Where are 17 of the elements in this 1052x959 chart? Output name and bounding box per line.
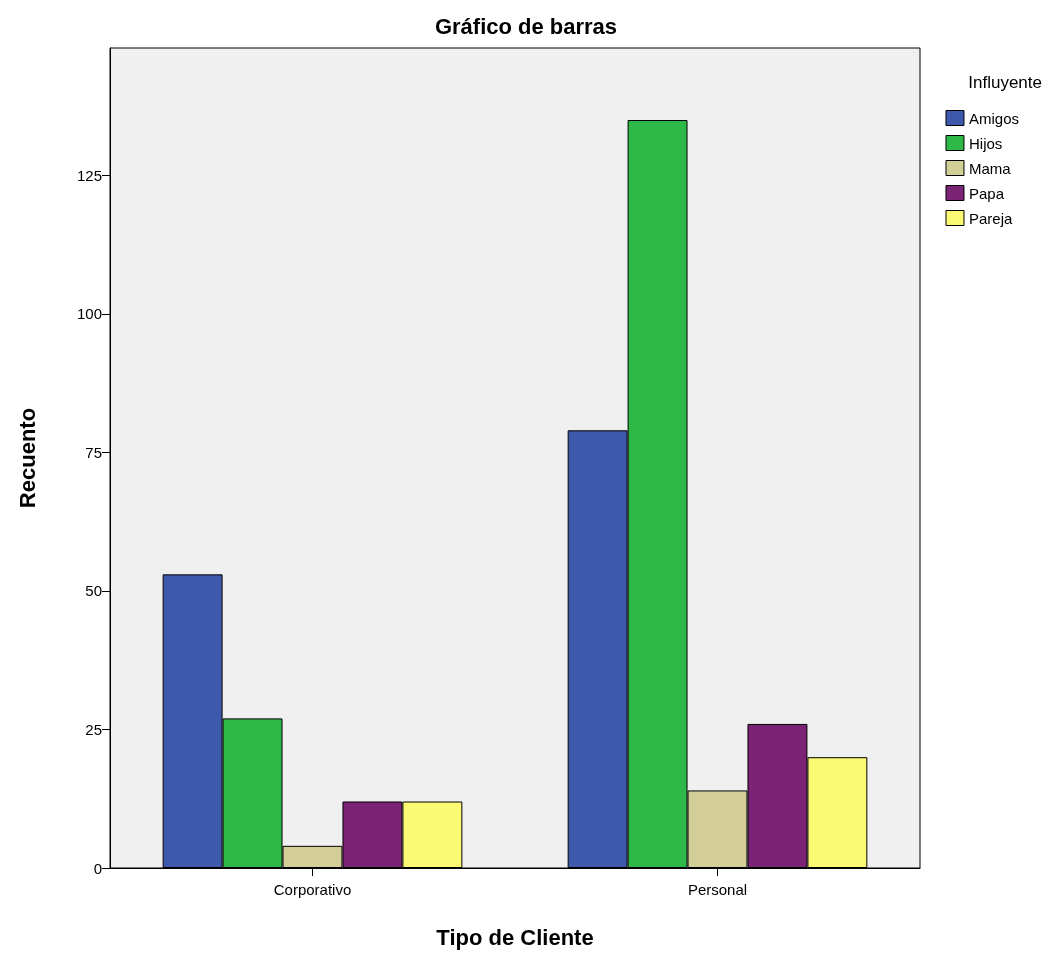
y-tick-label: 50	[85, 582, 102, 600]
legend-title: Influyente	[968, 73, 1043, 92]
y-tick-label: 100	[76, 305, 102, 323]
x-tick-label: Personal	[687, 881, 748, 898]
y-tick-label: 25	[85, 720, 102, 738]
x-tick-label: Corporativo	[273, 881, 352, 898]
chart-title: Gráfico de barras	[434, 13, 618, 39]
legend-label: Pareja	[968, 209, 1013, 227]
legend-label: Hijos	[968, 134, 1003, 152]
y-tick-label: 125	[76, 166, 102, 184]
legend-label: Papa	[968, 184, 1005, 202]
y-tick-label: 75	[85, 443, 102, 461]
legend-label: Mama	[968, 159, 1012, 177]
legend-label: Amigos	[968, 109, 1020, 127]
x-axis-title: Tipo de Cliente	[436, 924, 594, 950]
y-tick-label: 0	[93, 859, 102, 877]
y-axis-title: Recuento	[14, 407, 40, 509]
